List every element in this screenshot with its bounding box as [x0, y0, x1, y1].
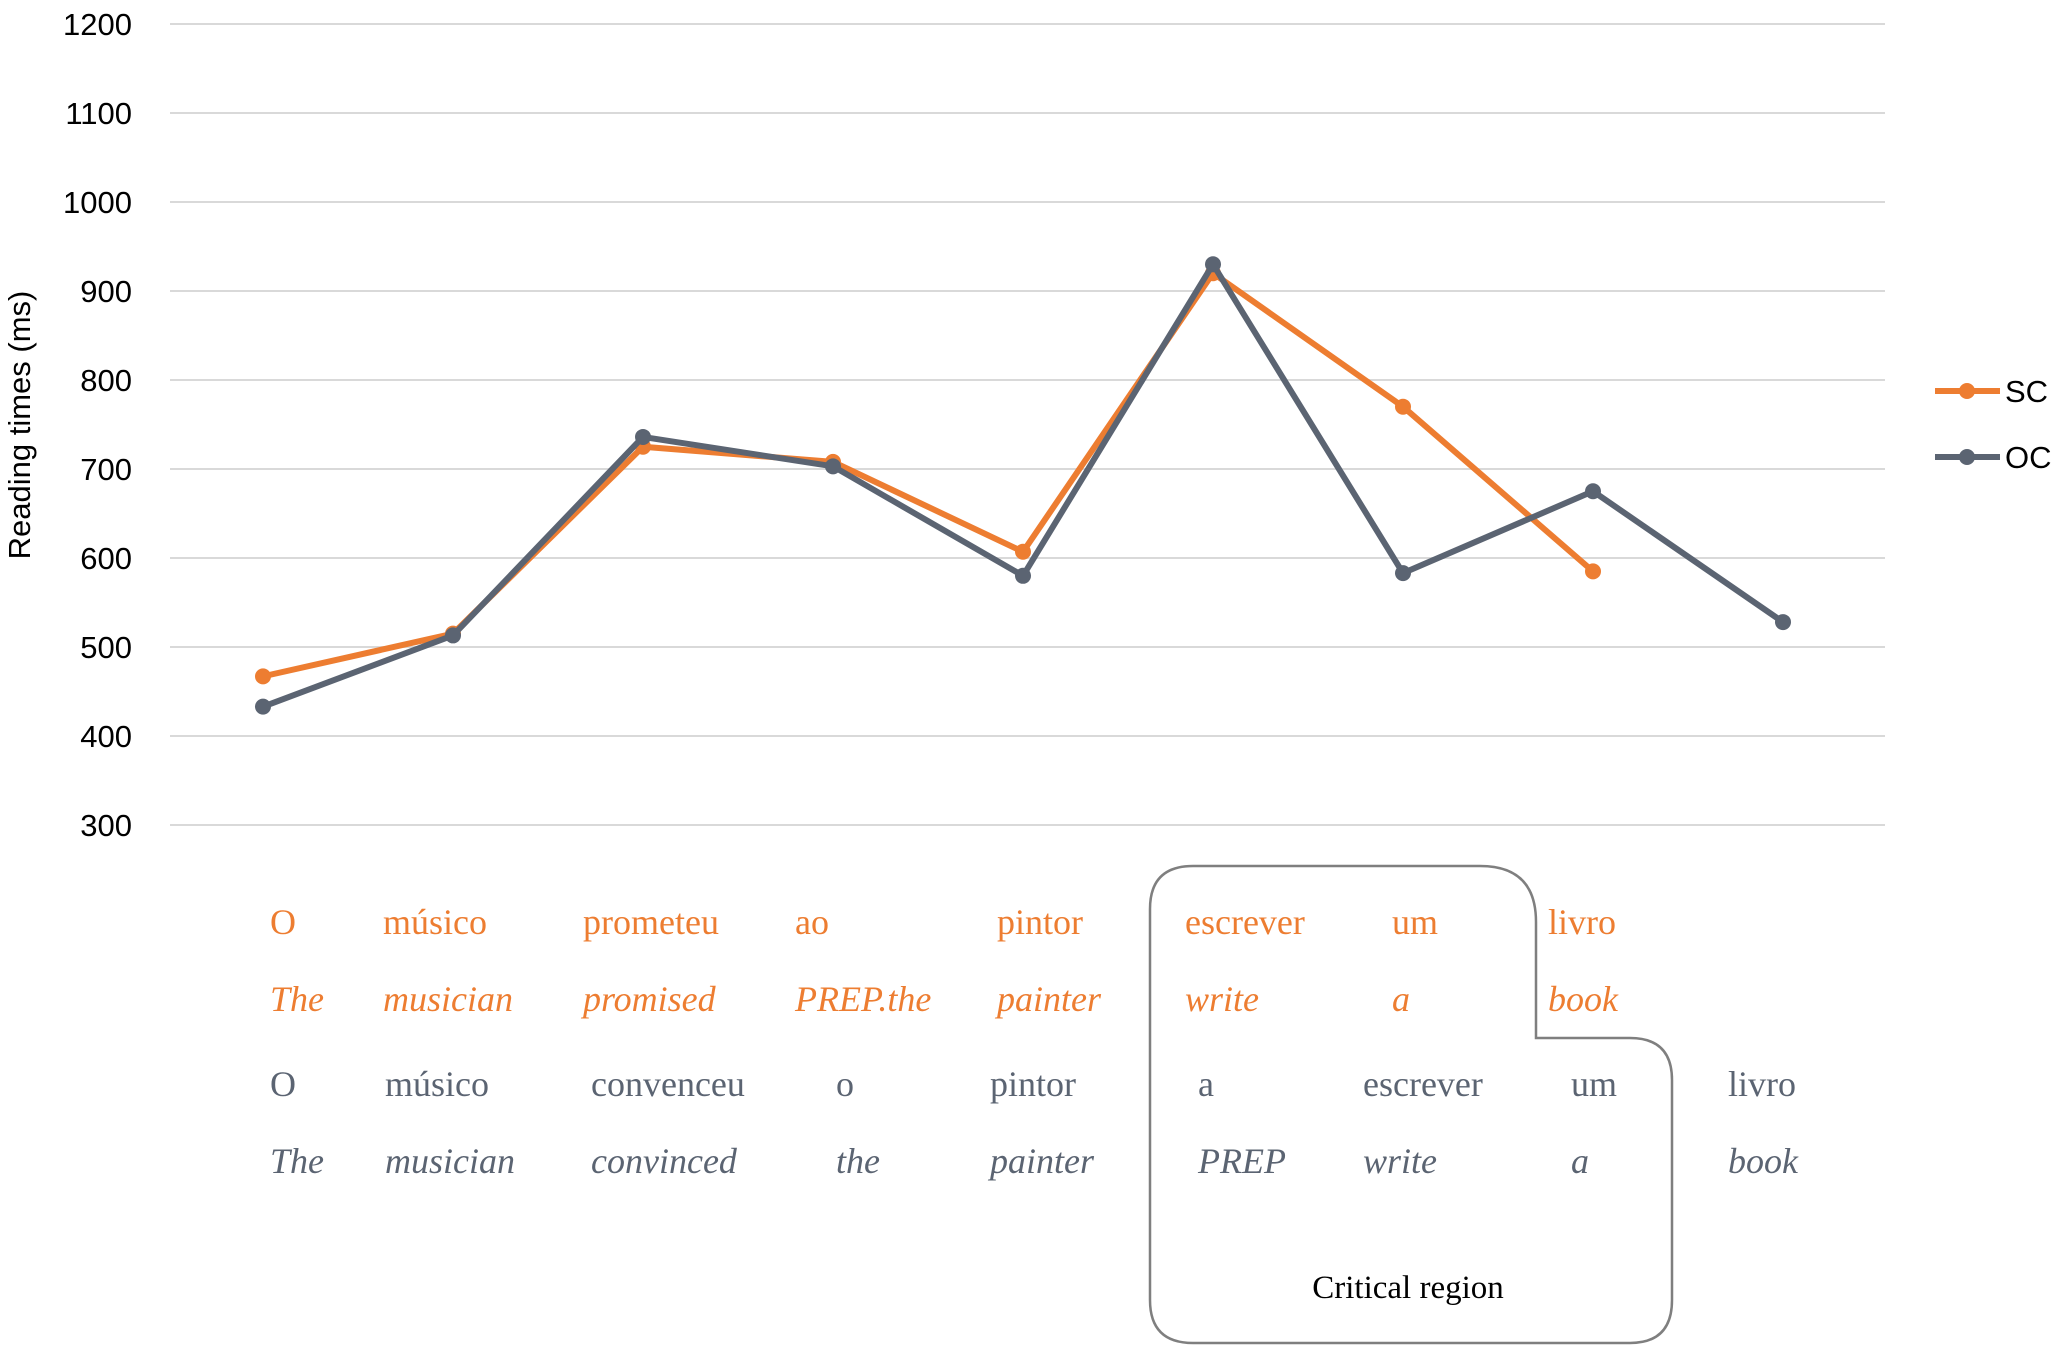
oc-gloss-label: convinced [591, 1141, 738, 1181]
y-tick-label: 300 [80, 808, 132, 843]
critical-region-label: Critical region [1312, 1270, 1504, 1306]
sc-word-label: escrever [1185, 902, 1305, 942]
y-tick-label: 1000 [63, 185, 132, 220]
oc-gloss-label: a [1571, 1141, 1589, 1181]
data-point-sc [1585, 563, 1601, 580]
oc-word-label: pintor [990, 1064, 1076, 1104]
gridlines [170, 23, 1885, 826]
y-tick-label: 900 [80, 274, 132, 309]
data-point-sc [1015, 543, 1031, 560]
data-point-sc [255, 668, 271, 685]
y-tick-label: 600 [80, 541, 132, 576]
sc-gloss-label: promised [580, 979, 717, 1019]
oc-word-label: um [1571, 1064, 1617, 1104]
data-point-oc [445, 627, 461, 644]
legend-marker-oc [1959, 449, 1975, 465]
oc-word-label: músico [385, 1064, 489, 1104]
oc-gloss-label: the [836, 1141, 880, 1181]
y-tick-label: 500 [80, 630, 132, 665]
y-axis-label: Reading times (ms) [2, 291, 37, 560]
sc-word-label: pintor [997, 902, 1083, 942]
oc-word-label: convenceu [591, 1064, 745, 1104]
data-point-oc [825, 458, 841, 475]
y-axis-ticks: 1200 1100 1000 900 800 700 600 500 400 300 [63, 7, 132, 843]
sc-gloss-label: PREP.the [794, 979, 931, 1019]
y-tick-label: 800 [80, 363, 132, 398]
oc-gloss-label: PREP [1197, 1141, 1286, 1181]
sc-word-label: um [1392, 902, 1438, 942]
y-tick-label: 700 [80, 452, 132, 487]
sc-gloss-label: painter [994, 979, 1102, 1019]
legend: SC OC [1935, 374, 2052, 475]
sc-gloss-label: The [270, 979, 324, 1019]
series-lines [255, 256, 1791, 715]
legend-marker-sc [1959, 383, 1975, 399]
critical-region-box [1148, 864, 1674, 1345]
series-line-sc [260, 270, 1596, 680]
oc-word-label: O [270, 1064, 296, 1104]
y-tick-label: 400 [80, 719, 132, 754]
oc-word-label: livro [1728, 1064, 1796, 1104]
data-point-oc [635, 428, 651, 445]
sc-word-label: prometeu [583, 902, 719, 942]
sc-gloss-label: a [1392, 979, 1410, 1019]
oc-gloss-label: book [1728, 1141, 1799, 1181]
sc-gloss-label: write [1185, 979, 1259, 1019]
data-point-oc [1585, 483, 1601, 500]
sc-word-label: O [270, 902, 296, 942]
oc-gloss-label: painter [987, 1141, 1095, 1181]
oc-word-label: o [836, 1064, 854, 1104]
data-point-oc [1775, 614, 1791, 631]
data-point-oc [1205, 256, 1221, 273]
oc-gloss-label: write [1363, 1141, 1437, 1181]
sc-word-label: músico [383, 902, 487, 942]
sc-word-label: ao [795, 902, 829, 942]
legend-label-sc: SC [2005, 374, 2048, 409]
data-point-oc [1395, 565, 1411, 582]
oc-gloss-label: musician [385, 1141, 515, 1181]
series-line-oc [260, 261, 1786, 710]
legend-label-oc: OC [2005, 440, 2052, 475]
oc-word-label: escrever [1363, 1064, 1483, 1104]
y-tick-label: 1200 [63, 7, 132, 42]
sc-word-label: livro [1548, 902, 1616, 942]
y-tick-label: 1100 [65, 96, 132, 131]
data-point-sc [1395, 398, 1411, 415]
oc-word-label: a [1198, 1064, 1214, 1104]
data-point-oc [1015, 567, 1031, 584]
sc-gloss-label: book [1548, 979, 1619, 1019]
data-point-oc [255, 698, 271, 715]
sc-gloss-label: musician [383, 979, 513, 1019]
oc-gloss-label: The [270, 1141, 324, 1181]
